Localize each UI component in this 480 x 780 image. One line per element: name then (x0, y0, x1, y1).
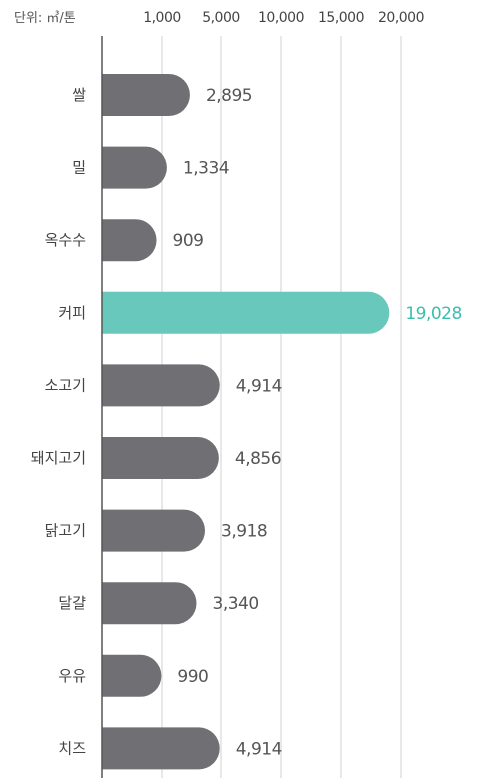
bar-5 (102, 437, 219, 479)
value-label: 990 (177, 667, 208, 687)
category-label: 밀 (72, 159, 86, 177)
value-labels: 2,895 1,334 909 19,028 4,914 4,856 3,918 3,340 9… (173, 86, 463, 759)
value-label: 4,856 (235, 449, 281, 469)
unit-label: 단위: ㎥/톤 (14, 11, 76, 26)
bar-3 (102, 291, 390, 334)
category-label: 치즈 (58, 739, 86, 757)
category-label: 커피 (58, 304, 86, 322)
bar-2 (102, 219, 157, 262)
x-tick-label: 5,000 (202, 10, 240, 26)
x-tick-label: 20,000 (378, 10, 424, 26)
bar-6 (102, 509, 206, 552)
bar-8 (102, 654, 162, 697)
value-label: 3,918 (221, 522, 267, 542)
bar-1 (102, 146, 167, 189)
x-tick-label: 15,000 (318, 10, 364, 26)
category-label: 돼지고기 (31, 449, 86, 467)
category-label: 옥수수 (45, 231, 86, 249)
bar-9 (102, 727, 220, 770)
category-label: 달걀 (58, 594, 86, 612)
value-label: 909 (173, 231, 204, 251)
value-label: 3,340 (213, 594, 259, 614)
value-label: 2,895 (206, 86, 252, 106)
gridlines (161, 36, 402, 778)
category-label: 소고기 (45, 376, 86, 394)
category-label: 닭고기 (45, 522, 86, 540)
x-tick-label: 1,000 (143, 10, 181, 26)
bars (102, 74, 390, 770)
value-label: 4,914 (236, 376, 282, 396)
category-label: 우유 (58, 667, 86, 685)
value-label: 4,914 (236, 739, 282, 759)
bar-4 (102, 364, 220, 407)
category-label: 쌀 (72, 86, 86, 104)
value-label: 1,334 (183, 159, 229, 179)
bar-0 (102, 74, 190, 116)
bar-7 (102, 582, 197, 625)
x-tick-label: 10,000 (258, 10, 304, 26)
x-tick-labels: 1,000 5,000 10,000 15,000 20,000 (143, 10, 424, 26)
value-label: 19,028 (405, 304, 461, 324)
